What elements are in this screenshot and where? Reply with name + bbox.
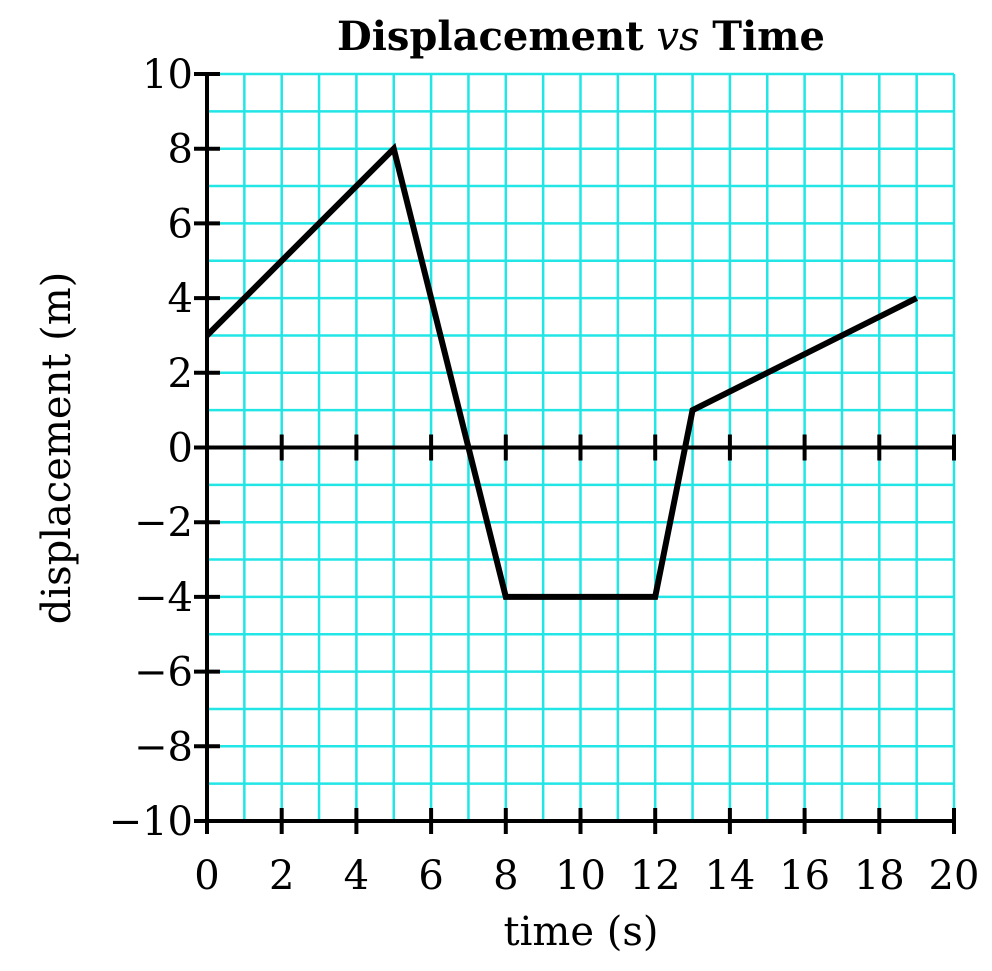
x-tick-label: 12 — [630, 853, 681, 899]
y-tick-label: −4 — [134, 575, 193, 621]
chart-title-part3: Time — [712, 13, 825, 60]
x-axis-title: time (s) — [504, 909, 659, 955]
y-tick-label: 6 — [168, 201, 193, 247]
y-tick-label: −6 — [134, 650, 193, 696]
x-tick-label: 8 — [493, 853, 518, 899]
series-layer — [204, 142, 918, 600]
chart-title-part1: Displacement — [337, 13, 644, 60]
x-tick-label: 20 — [929, 853, 980, 899]
y-tick-label: 0 — [168, 426, 193, 472]
y-axis-title: displacement (m) — [34, 272, 80, 625]
x-tick-label: 14 — [704, 853, 755, 899]
x-tick-label: 18 — [854, 853, 905, 899]
y-tick-label: 4 — [168, 276, 193, 322]
x-tick-label: 4 — [344, 853, 369, 899]
x-tick-label: 10 — [555, 853, 606, 899]
chart-title-part2: vs — [656, 14, 699, 60]
ticks — [194, 72, 956, 834]
x-tick-label: 2 — [269, 853, 294, 899]
x-tick-label: 6 — [418, 853, 443, 899]
y-tick-label: −8 — [134, 724, 193, 770]
chart-title: Displacement vs Time — [337, 13, 825, 60]
y-tick-label: 10 — [142, 52, 193, 98]
x-tick-label: 0 — [194, 853, 219, 899]
y-tick-label: 2 — [168, 351, 193, 397]
series-line — [204, 142, 918, 600]
x-tick-label: 16 — [779, 853, 830, 899]
y-tick-label: 8 — [168, 127, 193, 173]
y-tick-label: −10 — [109, 799, 193, 845]
y-tick-label: −2 — [134, 500, 193, 546]
